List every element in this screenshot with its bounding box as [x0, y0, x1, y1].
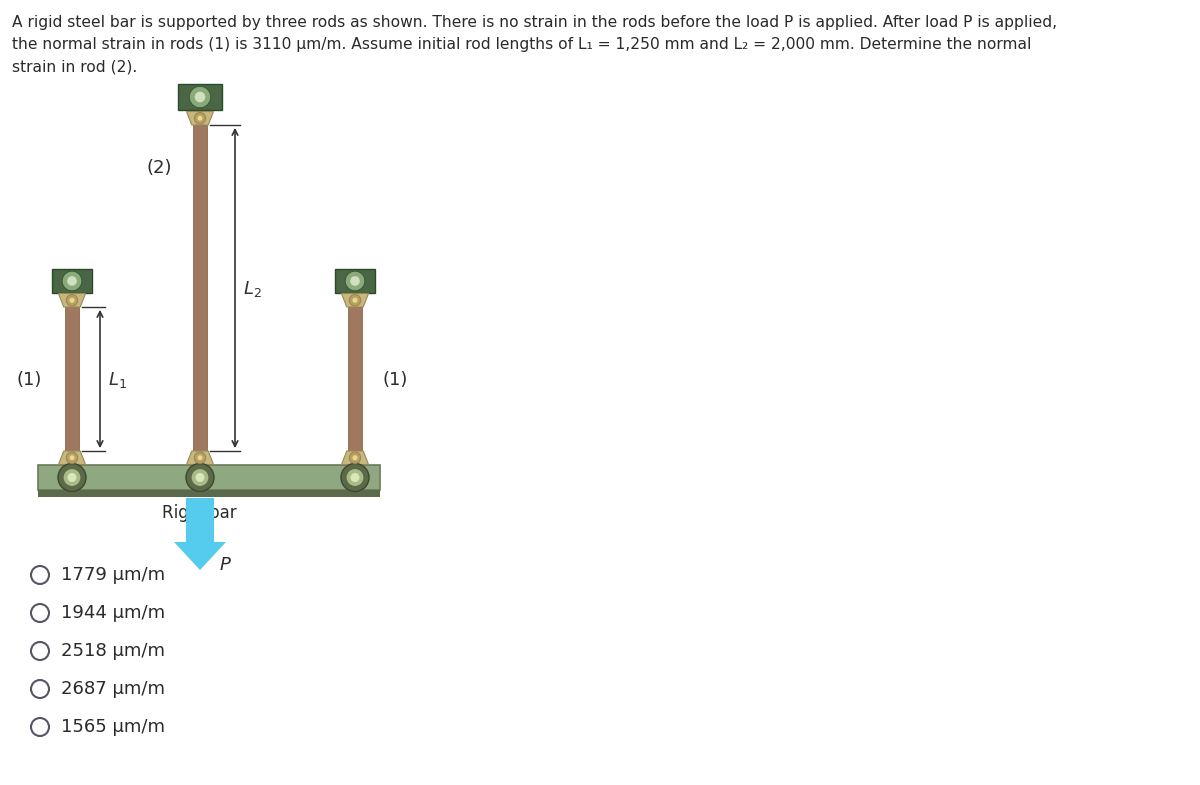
Polygon shape: [186, 498, 214, 542]
Circle shape: [186, 463, 214, 491]
Polygon shape: [65, 307, 79, 451]
Circle shape: [353, 455, 358, 460]
Polygon shape: [174, 542, 226, 570]
Text: Rigid bar: Rigid bar: [162, 504, 236, 522]
Circle shape: [31, 566, 49, 584]
Circle shape: [67, 473, 77, 482]
Text: 1779 μm/m: 1779 μm/m: [61, 566, 166, 584]
Circle shape: [66, 294, 78, 306]
Circle shape: [64, 469, 82, 487]
Polygon shape: [348, 307, 362, 451]
Text: C: C: [337, 469, 349, 487]
Circle shape: [31, 718, 49, 736]
Circle shape: [62, 271, 82, 291]
Circle shape: [66, 452, 78, 463]
Polygon shape: [342, 451, 368, 465]
Text: $L_1$: $L_1$: [108, 370, 127, 390]
Text: P: P: [220, 556, 230, 574]
Text: 2518 μm/m: 2518 μm/m: [61, 642, 166, 660]
Circle shape: [198, 115, 203, 121]
Polygon shape: [186, 451, 214, 465]
Text: strain in rod (2).: strain in rod (2).: [12, 59, 137, 74]
Polygon shape: [53, 269, 91, 293]
Circle shape: [196, 473, 204, 482]
Circle shape: [346, 271, 365, 291]
Text: the normal strain in rods (1) is 3110 μm/m. Assume initial rod lengths of L₁ = 1: the normal strain in rods (1) is 3110 μm…: [12, 37, 1031, 52]
Polygon shape: [38, 465, 380, 490]
Polygon shape: [342, 294, 368, 307]
Circle shape: [341, 463, 370, 491]
Text: (2): (2): [146, 159, 172, 177]
Circle shape: [31, 604, 49, 622]
Circle shape: [70, 455, 74, 460]
Circle shape: [67, 276, 77, 286]
Circle shape: [353, 298, 358, 303]
Text: (1): (1): [383, 371, 408, 389]
Circle shape: [346, 469, 364, 487]
Circle shape: [198, 455, 203, 460]
Circle shape: [58, 463, 86, 491]
Polygon shape: [59, 451, 85, 465]
Circle shape: [349, 452, 361, 463]
Polygon shape: [179, 84, 222, 110]
Polygon shape: [193, 125, 208, 451]
Circle shape: [70, 298, 74, 303]
Text: 1565 μm/m: 1565 μm/m: [61, 718, 166, 736]
Circle shape: [191, 469, 209, 487]
Polygon shape: [186, 111, 214, 125]
Text: A rigid steel bar is supported by three rods as shown. There is no strain in the: A rigid steel bar is supported by three …: [12, 15, 1057, 30]
Circle shape: [190, 86, 211, 108]
Circle shape: [194, 112, 205, 124]
Circle shape: [31, 642, 49, 660]
Text: B: B: [216, 469, 227, 487]
Circle shape: [194, 452, 205, 463]
Circle shape: [350, 276, 360, 286]
Polygon shape: [335, 269, 374, 293]
Polygon shape: [59, 294, 85, 307]
Circle shape: [350, 473, 360, 482]
Circle shape: [31, 680, 49, 698]
Text: A: A: [88, 469, 100, 487]
Circle shape: [349, 294, 361, 306]
Text: 1944 μm/m: 1944 μm/m: [61, 604, 166, 622]
Text: (1): (1): [17, 371, 42, 389]
Circle shape: [194, 92, 205, 102]
Text: $L_2$: $L_2$: [242, 279, 262, 299]
Text: 2687 μm/m: 2687 μm/m: [61, 680, 166, 698]
Polygon shape: [38, 490, 380, 497]
